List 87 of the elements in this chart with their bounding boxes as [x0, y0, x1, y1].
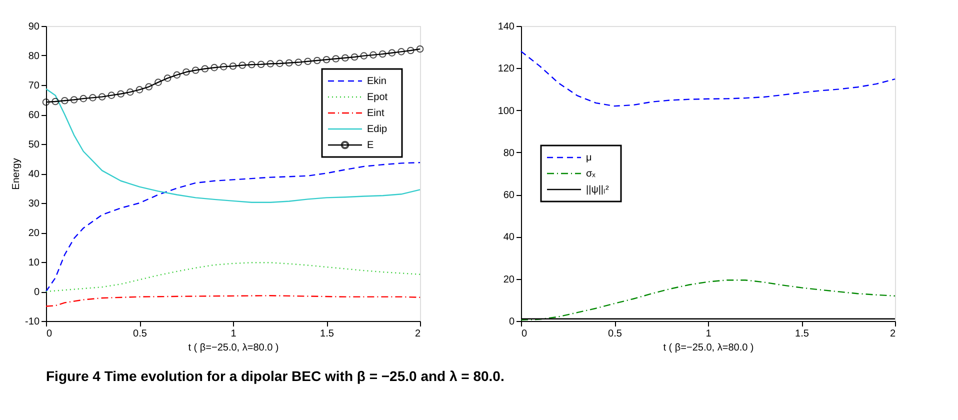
point [220, 63, 228, 70]
legend-label: E [367, 140, 374, 151]
x-tick-label: 1 [706, 328, 712, 340]
line-series [45, 162, 421, 292]
x-tick-label: 0 [46, 328, 52, 340]
y-tick-label: 60 [28, 110, 40, 121]
y-tick-label: 100 [498, 106, 515, 117]
point [136, 86, 144, 94]
y-tick-label: 80 [503, 148, 515, 159]
point [266, 60, 274, 68]
line-series [520, 50, 896, 107]
y-tick-label: 50 [28, 140, 40, 150]
y-axis-title: Energy [11, 158, 22, 190]
point [80, 94, 88, 102]
y-tick-label: 0 [508, 316, 515, 328]
point [238, 62, 246, 69]
legend-label: ||ψ||ₗ² [586, 184, 610, 196]
legend-label: Eint [367, 108, 384, 119]
x-tick-label: 0.5 [608, 328, 622, 340]
y-tick-label: 40 [503, 232, 515, 244]
x-tick-label: 1.5 [795, 328, 810, 340]
x-axis-title: t ( β=−25.0, λ=80.0 ) [663, 342, 754, 354]
x-tick-label: 2 [890, 328, 896, 340]
y-tick-label: -10 [25, 316, 40, 328]
x-tick-label: 1 [230, 328, 237, 340]
point [192, 66, 200, 74]
x-tick-label: 1.5 [320, 328, 334, 340]
point [126, 88, 134, 96]
point [154, 78, 162, 86]
y-tick-label: 90 [28, 22, 40, 32]
y-tick-label: 70 [28, 80, 40, 92]
point [70, 96, 78, 104]
legend-label: σₓ [586, 168, 596, 180]
point [398, 48, 405, 56]
x-tick-label: 0 [522, 328, 528, 340]
point [370, 51, 377, 59]
point [98, 93, 106, 100]
point [388, 49, 396, 56]
y-tick-label: 20 [503, 274, 515, 286]
legend-label: Ekin [367, 76, 386, 87]
point [145, 83, 153, 90]
point [210, 64, 218, 72]
point [406, 46, 414, 54]
point [52, 98, 60, 106]
point [248, 60, 256, 68]
point [313, 56, 321, 64]
point [276, 60, 284, 68]
y-tick-label: 80 [28, 51, 40, 62]
x-tick-label: 2 [414, 328, 421, 340]
y-tick-label: 120 [498, 64, 515, 75]
x-axis-title: t ( β=−25.0, λ=80.0 ) [188, 342, 279, 354]
y-tick-label: 20 [28, 228, 40, 239]
point [182, 68, 190, 76]
point [117, 90, 124, 98]
point [322, 56, 330, 64]
point [416, 45, 424, 53]
point [350, 53, 358, 61]
point [229, 62, 237, 70]
point [342, 54, 349, 62]
legend-label: Edip [367, 124, 388, 135]
point [61, 96, 68, 104]
caption: Figure 4 Time evolution for a dipolar BEC with β = −25.0 and λ = 80.0. [46, 368, 504, 384]
point [108, 92, 116, 99]
y-tick-label: 40 [28, 169, 40, 180]
y-tick-label: 140 [498, 22, 515, 32]
line-series [45, 262, 421, 292]
line-series [45, 88, 421, 204]
point [294, 58, 302, 66]
y-tick-label: 10 [28, 258, 40, 268]
point [89, 94, 96, 102]
point [173, 71, 181, 79]
point [42, 98, 50, 106]
point [332, 55, 340, 62]
point [164, 74, 172, 82]
point [257, 60, 265, 68]
y-tick-label: 0 [34, 287, 40, 298]
point [285, 59, 293, 67]
point [304, 58, 312, 66]
point [360, 52, 368, 60]
y-tick-label: 60 [503, 190, 515, 202]
legend-label: Epot [367, 92, 388, 103]
legend-label: μ [586, 152, 592, 164]
x-tick-label: 0.5 [133, 328, 148, 340]
point [201, 65, 209, 72]
point [378, 50, 386, 58]
y-tick-label: 30 [28, 198, 40, 210]
line-series [45, 295, 421, 307]
